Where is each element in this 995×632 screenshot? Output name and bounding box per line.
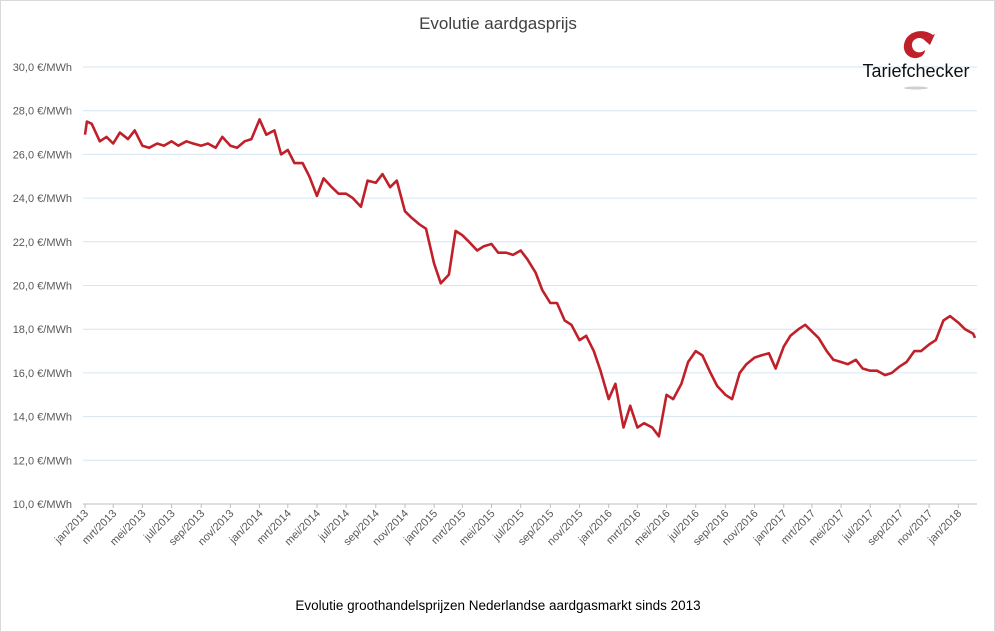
price-series-line xyxy=(83,118,977,438)
x-axis-ticks: jan/2013mrt/2013mei/2013jul/2013sep/2013… xyxy=(52,504,964,548)
logo-c-icon xyxy=(903,31,935,59)
gridlines xyxy=(83,66,977,505)
y-tick-label: 10,0 €/MWh xyxy=(13,499,72,511)
chart-caption: Evolutie groothandelsprijzen Nederlandse… xyxy=(295,598,700,613)
y-tick-label: 24,0 €/MWh xyxy=(13,193,72,205)
y-tick-label: 22,0 €/MWh xyxy=(13,237,72,249)
tariefchecker-logo: Tariefchecker xyxy=(862,31,970,90)
y-axis-ticks: 10,0 €/MWh 12,0 €/MWh 14,0 €/MWh 16,0 €/MWh… xyxy=(13,62,72,511)
y-tick-label: 30,0 €/MWh xyxy=(13,62,72,74)
y-tick-label: 18,0 €/MWh xyxy=(13,324,72,336)
y-tick-label: 16,0 €/MWh xyxy=(13,368,72,380)
chart-title: Evolutie aardgasprijs xyxy=(419,14,577,33)
y-tick-label: 14,0 €/MWh xyxy=(13,412,72,424)
y-tick-label: 28,0 €/MWh xyxy=(13,106,72,118)
y-tick-label: 20,0 €/MWh xyxy=(13,281,72,293)
logo-shadow xyxy=(904,86,928,90)
series-layer xyxy=(83,118,977,438)
y-tick-label: 12,0 €/MWh xyxy=(13,455,72,467)
y-tick-label: 26,0 €/MWh xyxy=(13,149,72,161)
logo-text: Tariefchecker xyxy=(862,61,969,81)
